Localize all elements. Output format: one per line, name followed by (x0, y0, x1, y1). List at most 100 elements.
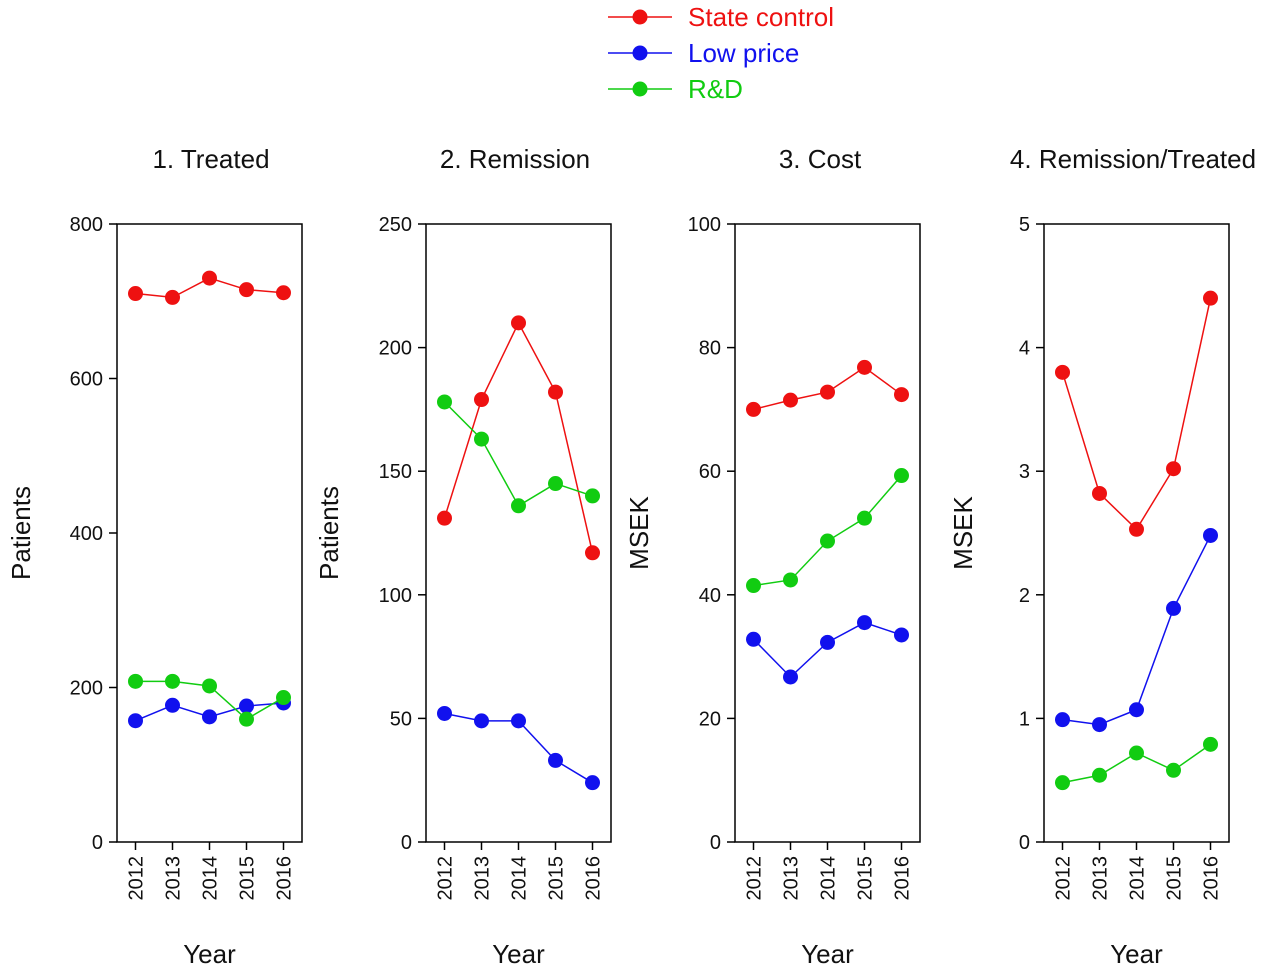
data-point (1166, 762, 1181, 778)
x-tick-label: 2013 (781, 856, 803, 901)
data-point (1055, 364, 1070, 380)
x-tick-label: 2015 (855, 856, 877, 901)
x-tick-label: 2016 (892, 856, 914, 901)
data-point (202, 678, 217, 694)
data-point (585, 775, 600, 791)
data-point (165, 697, 180, 713)
data-point (894, 387, 909, 403)
series-state-control (128, 270, 291, 305)
y-tick-label: 800 (70, 214, 103, 236)
data-point (128, 673, 143, 689)
data-point (857, 510, 872, 526)
data-point (437, 705, 452, 721)
panel-title: 1. Treated (152, 144, 269, 174)
x-tick-label: 2015 (546, 856, 568, 901)
data-point (239, 282, 254, 298)
legend-label: State control (688, 2, 834, 32)
panel-1: 1. Treated 0 200 400 600 800 2012 2013 2014 2015 2… (6, 144, 303, 969)
series-state-control (746, 359, 909, 417)
data-point (511, 498, 526, 514)
data-point (1166, 461, 1181, 477)
data-point (894, 627, 909, 643)
data-point (128, 713, 143, 729)
x-tick-label: 2016 (274, 856, 296, 901)
data-point (1092, 485, 1107, 501)
panel-3: 3. Cost 0 20 40 60 80 100 2012 2013 2014 2015 2016 Y… (624, 144, 921, 969)
data-point (585, 545, 600, 561)
data-point (820, 384, 835, 400)
y-tick-label: 60 (699, 461, 721, 483)
data-point (1092, 717, 1107, 733)
x-axis-label: Year (492, 939, 545, 969)
y-tick-label: 3 (1019, 461, 1030, 483)
data-point (1166, 600, 1181, 616)
y-tick-label: 1 (1019, 708, 1030, 730)
panel-title: 3. Cost (779, 144, 862, 174)
series-state-control (437, 315, 600, 561)
y-tick-label: 150 (379, 461, 412, 483)
series-line (1061, 298, 1212, 531)
data-point (1129, 745, 1144, 761)
y-tick-label: 0 (1019, 832, 1030, 854)
y-tick-label: 2 (1019, 585, 1030, 607)
data-point (474, 392, 489, 408)
data-point (1203, 527, 1218, 543)
y-tick-label: 40 (699, 585, 721, 607)
y-axis-label: Patients (314, 486, 344, 580)
plot-frame (116, 223, 303, 843)
data-point (548, 752, 563, 768)
data-point (1055, 775, 1070, 791)
series-low-price (746, 615, 909, 685)
y-tick-label: 5 (1019, 214, 1030, 236)
data-point (128, 286, 143, 302)
data-point (202, 709, 217, 725)
x-tick-label: 2012 (126, 856, 148, 901)
data-point (437, 510, 452, 526)
series-low-price (1055, 527, 1218, 733)
series-state-control (1055, 290, 1218, 537)
legend-marker (632, 45, 648, 61)
data-point (783, 572, 798, 588)
y-tick-label: 200 (70, 678, 103, 700)
panel-title: 2. Remission (440, 144, 590, 174)
plot-frame (734, 223, 921, 843)
legend-label: Low price (688, 38, 799, 68)
data-point (820, 533, 835, 549)
panel-2: 2. Remission 0 50 100 150 200 250 2012 2013 2014 2… (314, 144, 612, 969)
y-tick-label: 600 (70, 369, 103, 391)
data-point (548, 384, 563, 400)
x-tick-label: 2014 (200, 856, 222, 901)
x-tick-label: 2013 (163, 856, 185, 901)
x-tick-label: 2015 (1164, 856, 1186, 901)
data-point (511, 315, 526, 331)
series-line (1062, 535, 1212, 726)
x-tick-label: 2012 (435, 856, 457, 901)
series-line (443, 321, 594, 553)
data-point (165, 289, 180, 305)
data-point (239, 698, 254, 714)
series-r-d (746, 468, 909, 594)
y-tick-label: 50 (390, 708, 412, 730)
y-tick-label: 20 (699, 708, 721, 730)
y-tick-label: 200 (379, 338, 412, 360)
y-axis-label: MSEK (948, 496, 978, 570)
data-point (202, 270, 217, 286)
panel-title: 4. Remission/Treated (1010, 144, 1256, 174)
data-point (1203, 290, 1218, 306)
x-tick-label: 2014 (818, 856, 840, 901)
data-point (894, 468, 909, 484)
legend: State control Low price R&D (608, 2, 834, 104)
data-point (1092, 767, 1107, 783)
x-axis-label: Year (183, 939, 236, 969)
legend-marker (632, 9, 648, 25)
data-point (165, 673, 180, 689)
data-point (746, 401, 761, 417)
data-point (820, 634, 835, 650)
data-point (585, 488, 600, 504)
y-tick-label: 4 (1019, 338, 1030, 360)
data-point (1055, 712, 1070, 728)
y-tick-label: 80 (699, 338, 721, 360)
data-point (1129, 521, 1144, 537)
